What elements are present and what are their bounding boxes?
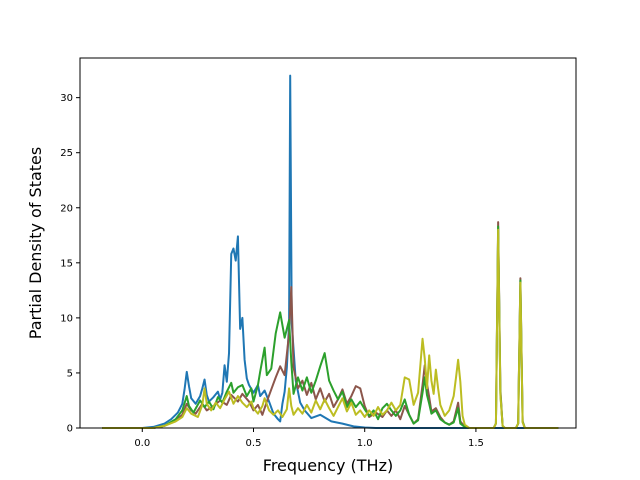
x-tick-label: 1.5 — [468, 438, 484, 449]
series-line-1 — [102, 74, 559, 429]
y-tick-label: 5 — [67, 368, 73, 379]
y-axis-label: Partial Density of States — [26, 147, 45, 339]
series-layer — [102, 74, 559, 429]
y-tick-label: 25 — [60, 148, 73, 159]
series-line-4 — [102, 228, 559, 429]
x-axis-label: Frequency (THz) — [263, 456, 393, 475]
plot-frame — [79, 57, 577, 429]
y-tick-label: 15 — [60, 258, 73, 269]
x-axis-ticks: 0.0 0.5 1.0 1.5 — [134, 428, 484, 449]
y-tick-label: 30 — [60, 93, 73, 104]
series-line-3 — [102, 225, 559, 429]
y-axis-ticks: 0 5 10 15 20 25 30 — [60, 93, 80, 435]
x-tick-label: 1.0 — [357, 438, 373, 449]
y-tick-label: 20 — [60, 203, 73, 214]
x-tick-label: 0.0 — [134, 438, 150, 449]
y-tick-label: 0 — [67, 424, 73, 435]
x-tick-label: 0.5 — [246, 438, 262, 449]
y-tick-label: 10 — [60, 313, 73, 324]
